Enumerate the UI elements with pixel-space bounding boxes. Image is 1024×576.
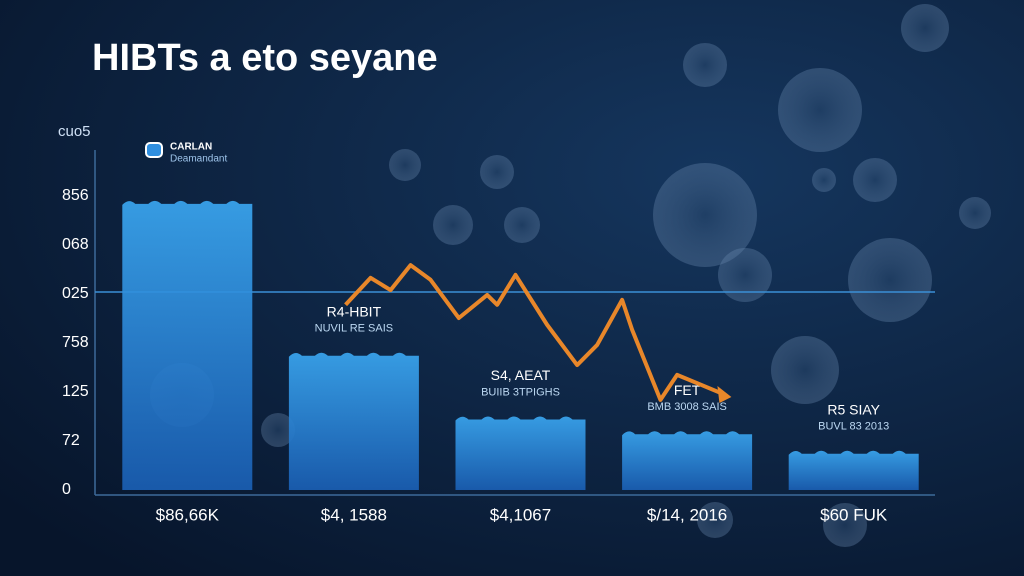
y-tick-label: 125 bbox=[62, 383, 89, 400]
y-tick-label: 068 bbox=[62, 236, 89, 253]
trend-arrowhead bbox=[717, 385, 732, 403]
legend-label: CARLAN bbox=[170, 142, 212, 153]
x-tick-label: $/14, 2016 bbox=[647, 505, 727, 524]
bar-annotation: R4-HBIT bbox=[327, 304, 382, 320]
y-axis-label: cuo5 bbox=[58, 123, 91, 140]
bar-annotation: S4, AEAT bbox=[491, 367, 551, 383]
y-tick-label: 72 bbox=[62, 432, 80, 449]
x-tick-label: $60 FUK bbox=[820, 505, 888, 524]
x-tick-label: $4,1067 bbox=[490, 505, 551, 524]
bar bbox=[622, 431, 753, 490]
y-tick-label: 0 bbox=[62, 481, 71, 498]
bar-annotation: R5 SIAY bbox=[827, 402, 880, 418]
bar bbox=[288, 352, 419, 490]
bar-annotation-sub: BUVL 83 2013 bbox=[818, 421, 889, 433]
y-tick-label: 856 bbox=[62, 187, 89, 204]
x-tick-label: $4, 1588 bbox=[321, 505, 387, 524]
y-tick-label: 758 bbox=[62, 334, 89, 351]
legend-subtitle: Deamandant bbox=[170, 154, 227, 165]
legend-swatch bbox=[145, 142, 163, 158]
x-tick-label: $86,66K bbox=[156, 505, 220, 524]
trend-line bbox=[344, 263, 727, 402]
chart-title: HIBTs a eto seyane bbox=[92, 37, 438, 79]
bar bbox=[788, 450, 919, 490]
bar-annotation-sub: BMB 3008 SAIS bbox=[647, 401, 727, 413]
bar bbox=[122, 200, 253, 490]
bar-annotation-sub: BUIIB 3TPIGHS bbox=[481, 386, 560, 398]
bar-annotation: FET bbox=[674, 382, 701, 398]
y-tick-label: 025 bbox=[62, 285, 89, 302]
bar bbox=[455, 416, 586, 490]
bar-annotation-sub: NUVIL RE SAIS bbox=[315, 323, 393, 335]
